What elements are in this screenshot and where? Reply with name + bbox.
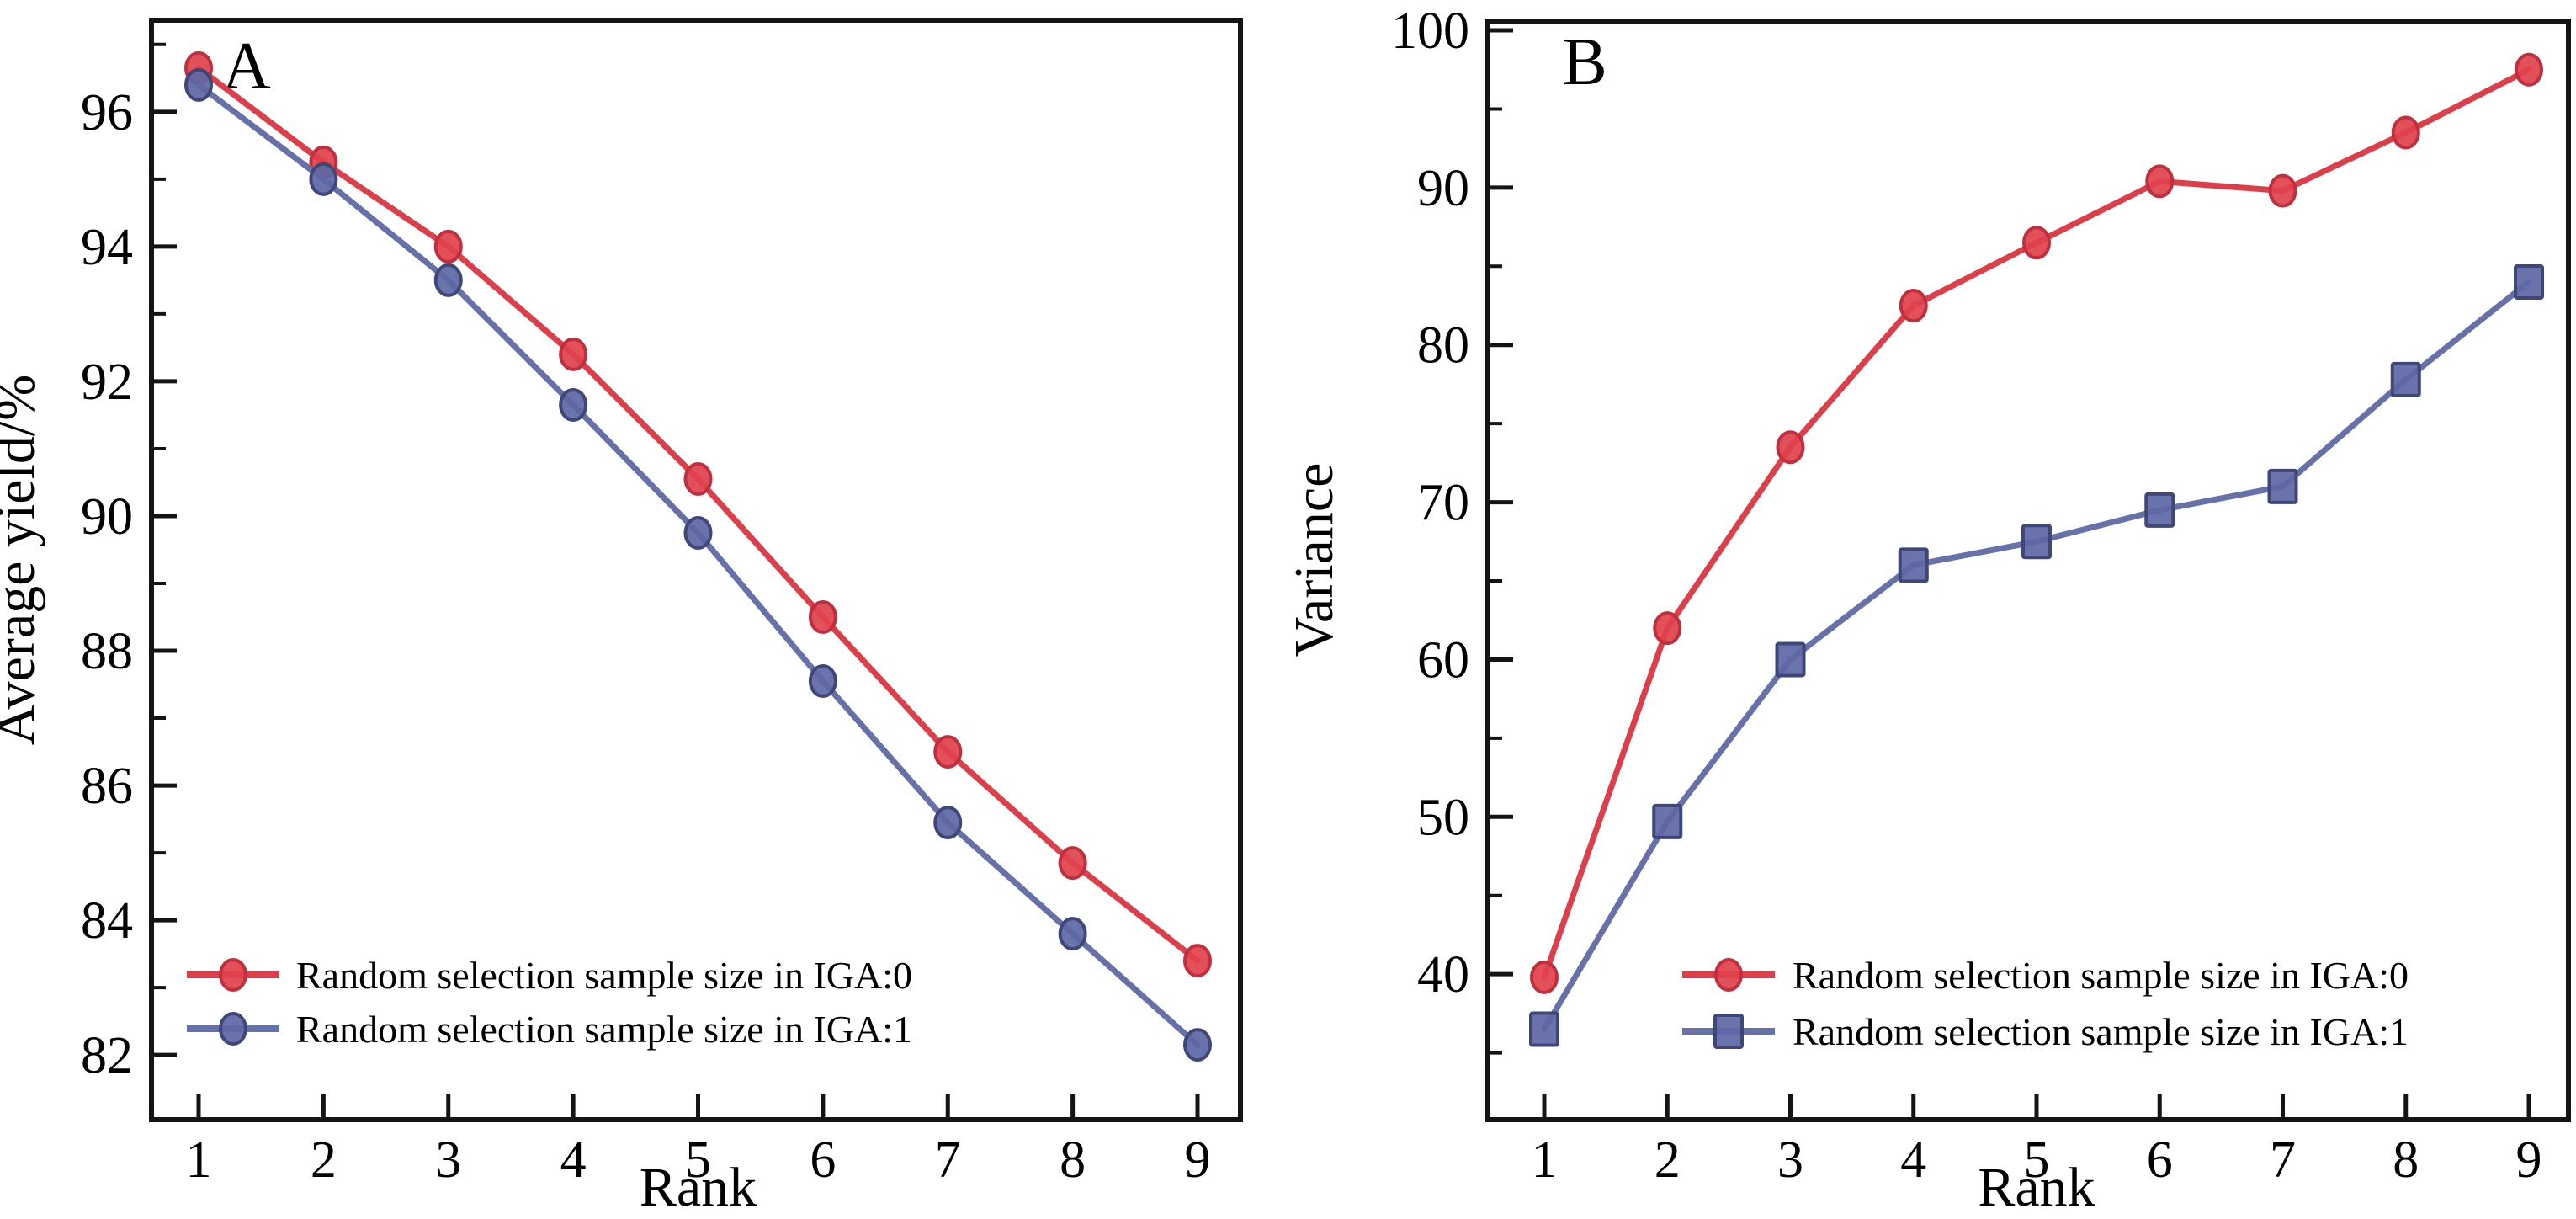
series-line-0 xyxy=(1541,67,2532,981)
y-tick-label: 86 xyxy=(81,758,133,815)
x-tick-label: 1 xyxy=(1532,1131,1558,1189)
y-tick-label: 80 xyxy=(1417,317,1469,375)
legend-label: Random selection sample size in IGA:0 xyxy=(1793,954,2409,997)
legend-marker xyxy=(1713,1014,1744,1049)
data-point-s0-r3 xyxy=(433,229,463,263)
x-tick-label: 5 xyxy=(685,1131,711,1189)
legend-marker xyxy=(219,1012,247,1046)
data-point-s1-r5 xyxy=(683,515,713,550)
data-point-s0-r6 xyxy=(2145,164,2175,199)
data-point-s1-r6 xyxy=(2144,492,2175,528)
data-point-s0-r4 xyxy=(1899,289,1928,323)
x-tick-label: 7 xyxy=(2270,1131,2296,1189)
y-tick-label: 82 xyxy=(81,1027,133,1084)
y-tick-label: 92 xyxy=(81,354,133,411)
data-point-s0-r9 xyxy=(2515,52,2543,87)
x-tick-label: 6 xyxy=(810,1131,836,1189)
data-point-s1-r7 xyxy=(933,806,963,840)
x-tick-label: 5 xyxy=(2024,1131,2050,1189)
y-tick-label: 70 xyxy=(1417,475,1469,532)
x-tick-label: 1 xyxy=(186,1131,212,1189)
data-point-s0-r5 xyxy=(2022,226,2051,260)
plot-frame xyxy=(1485,19,2571,1122)
legend-label: Random selection sample size in IGA:0 xyxy=(296,954,912,997)
panel-a-chart: 82 84 86 88 90 92 94 96 1 2 3 4 5 6 7 8 9 Average yield/%… xyxy=(0,18,1243,1218)
y-tick-label: 40 xyxy=(1417,946,1469,1003)
data-point-s0-r9 xyxy=(1183,944,1212,978)
data-point-s1-r8 xyxy=(1058,917,1087,951)
data-point-s1-r1 xyxy=(1529,1011,1559,1047)
data-point-s1-r2 xyxy=(309,162,338,196)
legend-label: Random selection sample size in IGA:1 xyxy=(296,1008,912,1051)
x-tick-label: 6 xyxy=(2147,1131,2173,1189)
x-tick-label: 2 xyxy=(1654,1131,1681,1189)
x-tick-label: 3 xyxy=(1777,1131,1803,1189)
panel-b-chart: 40 50 60 70 80 90 100 1 2 3 4 5 6 7 8 9 Variance Rank B Ran… xyxy=(1288,3,2571,1218)
y-tick-label: 88 xyxy=(81,623,133,680)
data-point-s0-r8 xyxy=(2391,115,2420,150)
data-point-s1-r3 xyxy=(433,263,463,297)
data-point-s1-r2 xyxy=(1652,803,1683,839)
series-line-1 xyxy=(195,82,1201,1048)
legend-item-1: Random selection sample size in IGA:1 xyxy=(1682,1010,2409,1053)
legend-marker xyxy=(219,958,247,992)
y-tick-label: 94 xyxy=(81,219,133,276)
panel-letter: B xyxy=(1562,25,1607,99)
x-tick-label: 8 xyxy=(2393,1131,2419,1189)
data-point-s1-r3 xyxy=(1775,641,1806,678)
y-tick-label: 84 xyxy=(81,892,133,950)
x-tick-label: 7 xyxy=(935,1131,961,1189)
data-point-s0-r1 xyxy=(1530,960,1559,994)
data-point-s1-r1 xyxy=(184,67,213,102)
series-line-1 xyxy=(1541,279,2532,1033)
y-tick-label: 96 xyxy=(81,84,133,141)
data-point-s0-r3 xyxy=(1776,430,1805,465)
y-tick-label: 60 xyxy=(1417,631,1469,689)
x-tick-label: 9 xyxy=(1185,1131,1211,1189)
data-point-s0-r6 xyxy=(808,600,837,635)
data-point-s1-r5 xyxy=(2021,524,2052,560)
y-tick-label: 100 xyxy=(1391,3,1469,60)
legend-label: Random selection sample size in IGA:1 xyxy=(1793,1010,2409,1053)
y-tick-label: 90 xyxy=(81,488,133,546)
x-tick-label: 4 xyxy=(1900,1131,1926,1189)
x-tick-label: 8 xyxy=(1060,1131,1086,1189)
data-point-s0-r8 xyxy=(1058,846,1087,881)
data-point-s1-r9 xyxy=(1183,1028,1212,1062)
y-tick-label: 50 xyxy=(1417,789,1469,846)
data-point-s1-r8 xyxy=(2390,361,2421,397)
x-tick-label: 4 xyxy=(560,1131,587,1189)
data-point-s0-r5 xyxy=(683,461,713,496)
y-axis-title: Variance xyxy=(1288,463,1345,657)
data-point-s0-r7 xyxy=(933,735,963,769)
x-axis-title: Rank xyxy=(1978,1157,2095,1218)
y-axis-title: Average yield/% xyxy=(0,375,46,745)
data-point-s1-r9 xyxy=(2514,263,2544,300)
x-tick-label: 3 xyxy=(435,1131,461,1189)
legend-marker xyxy=(1714,958,1743,992)
data-point-s0-r2 xyxy=(1653,611,1682,646)
data-point-s1-r4 xyxy=(559,387,588,422)
legend-item-0: Random selection sample size in IGA:0 xyxy=(1682,954,2409,997)
x-tick-label: 2 xyxy=(311,1131,337,1189)
data-point-s1-r6 xyxy=(808,664,837,699)
x-tick-label: 9 xyxy=(2516,1131,2542,1189)
data-point-s0-r7 xyxy=(2268,173,2297,208)
legend-item-1: Random selection sample size in IGA:1 xyxy=(187,1008,912,1051)
y-tick-label: 90 xyxy=(1417,160,1469,217)
data-point-s1-r4 xyxy=(1898,547,1929,583)
data-point-s1-r7 xyxy=(2267,468,2298,504)
data-point-s0-r4 xyxy=(559,337,588,371)
x-axis-title: Rank xyxy=(640,1157,757,1218)
legend-item-0: Random selection sample size in IGA:0 xyxy=(187,954,912,997)
